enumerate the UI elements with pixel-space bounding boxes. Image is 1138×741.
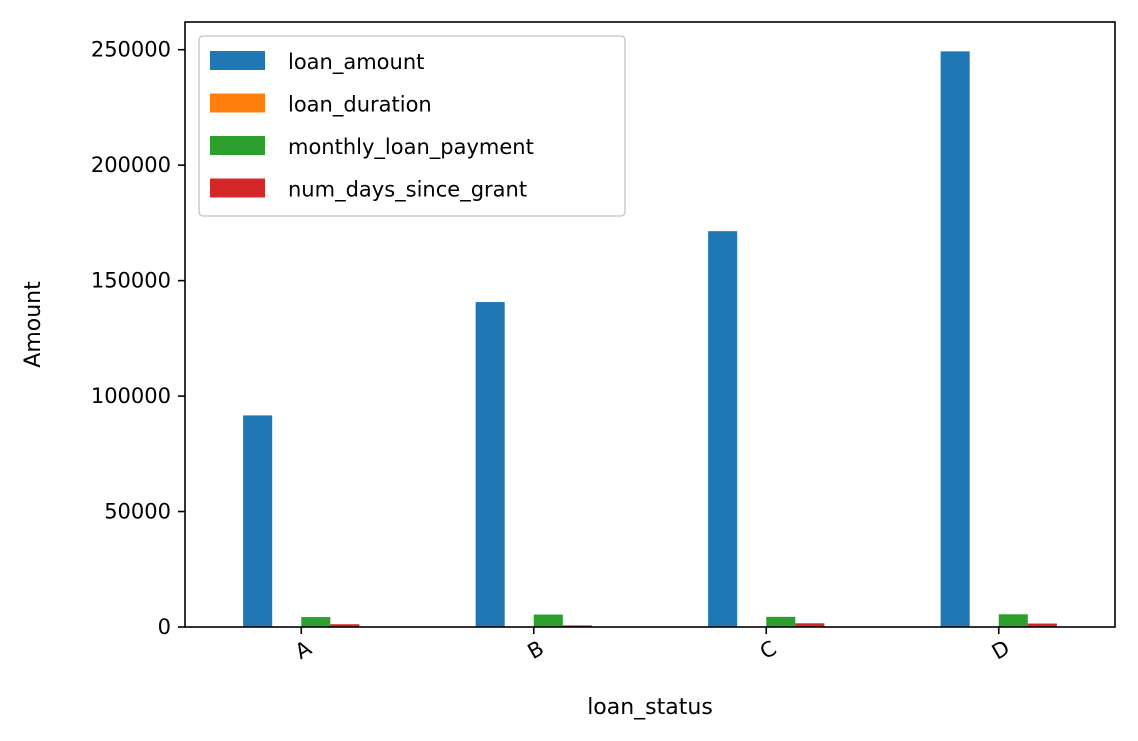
- bar-loan-amount-d: [940, 51, 970, 628]
- legend-swatch-loan-amount: [210, 51, 265, 70]
- legend-label-loan-amount: loan_amount: [288, 50, 424, 75]
- y-tick-label: 0: [158, 615, 171, 639]
- legend-label-loan-duration: loan_duration: [288, 93, 432, 118]
- x-axis-label: loan_status: [587, 695, 713, 720]
- legend-box: [198, 35, 626, 217]
- x-tick-label: C: [756, 636, 781, 664]
- x-axis-ticks: A B C D: [291, 627, 1014, 664]
- bar-num-days-since-grant-d: [1027, 623, 1057, 627]
- bar-num-days-since-grant-b: [562, 625, 592, 627]
- y-axis-label: Amount: [21, 281, 46, 368]
- legend-label-num-days-since-grant: num_days_since_grant: [288, 178, 527, 203]
- legend-label-monthly-loan-payment: monthly_loan_payment: [288, 135, 534, 160]
- legend: loan_amount loan_duration monthly_loan_pay…: [198, 35, 626, 217]
- bar-monthly-loan-payment-c: [766, 616, 796, 627]
- bar-monthly-loan-payment-a: [301, 617, 331, 627]
- legend-swatch-monthly-loan-payment: [210, 136, 265, 155]
- bars-layer: [243, 51, 1057, 628]
- legend-swatch-num-days-since-grant: [210, 178, 265, 198]
- x-tick-label: B: [524, 636, 548, 664]
- bar-loan-amount-b: [475, 302, 505, 627]
- bar-loan-amount-a: [243, 415, 273, 627]
- bar-monthly-loan-payment-d: [998, 614, 1028, 627]
- y-axis-ticks: 0 50000 100000 150000 200000 250000: [91, 38, 185, 639]
- x-tick-label: A: [291, 636, 316, 664]
- bar-monthly-loan-payment-b: [533, 614, 563, 627]
- y-tick-label: 200000: [91, 153, 171, 177]
- plot-frame: [184, 21, 1116, 628]
- bar-num-days-since-grant-a: [330, 624, 360, 627]
- x-tick-label: D: [988, 636, 1014, 665]
- y-tick-label: 150000: [91, 269, 171, 293]
- y-tick-label: 50000: [104, 500, 171, 524]
- y-tick-label: 100000: [91, 384, 171, 408]
- bar-loan-amount-c: [708, 231, 738, 627]
- y-tick-label: 250000: [91, 38, 171, 62]
- legend-swatch-loan-duration: [210, 93, 265, 113]
- bar-num-days-since-grant-c: [795, 623, 825, 627]
